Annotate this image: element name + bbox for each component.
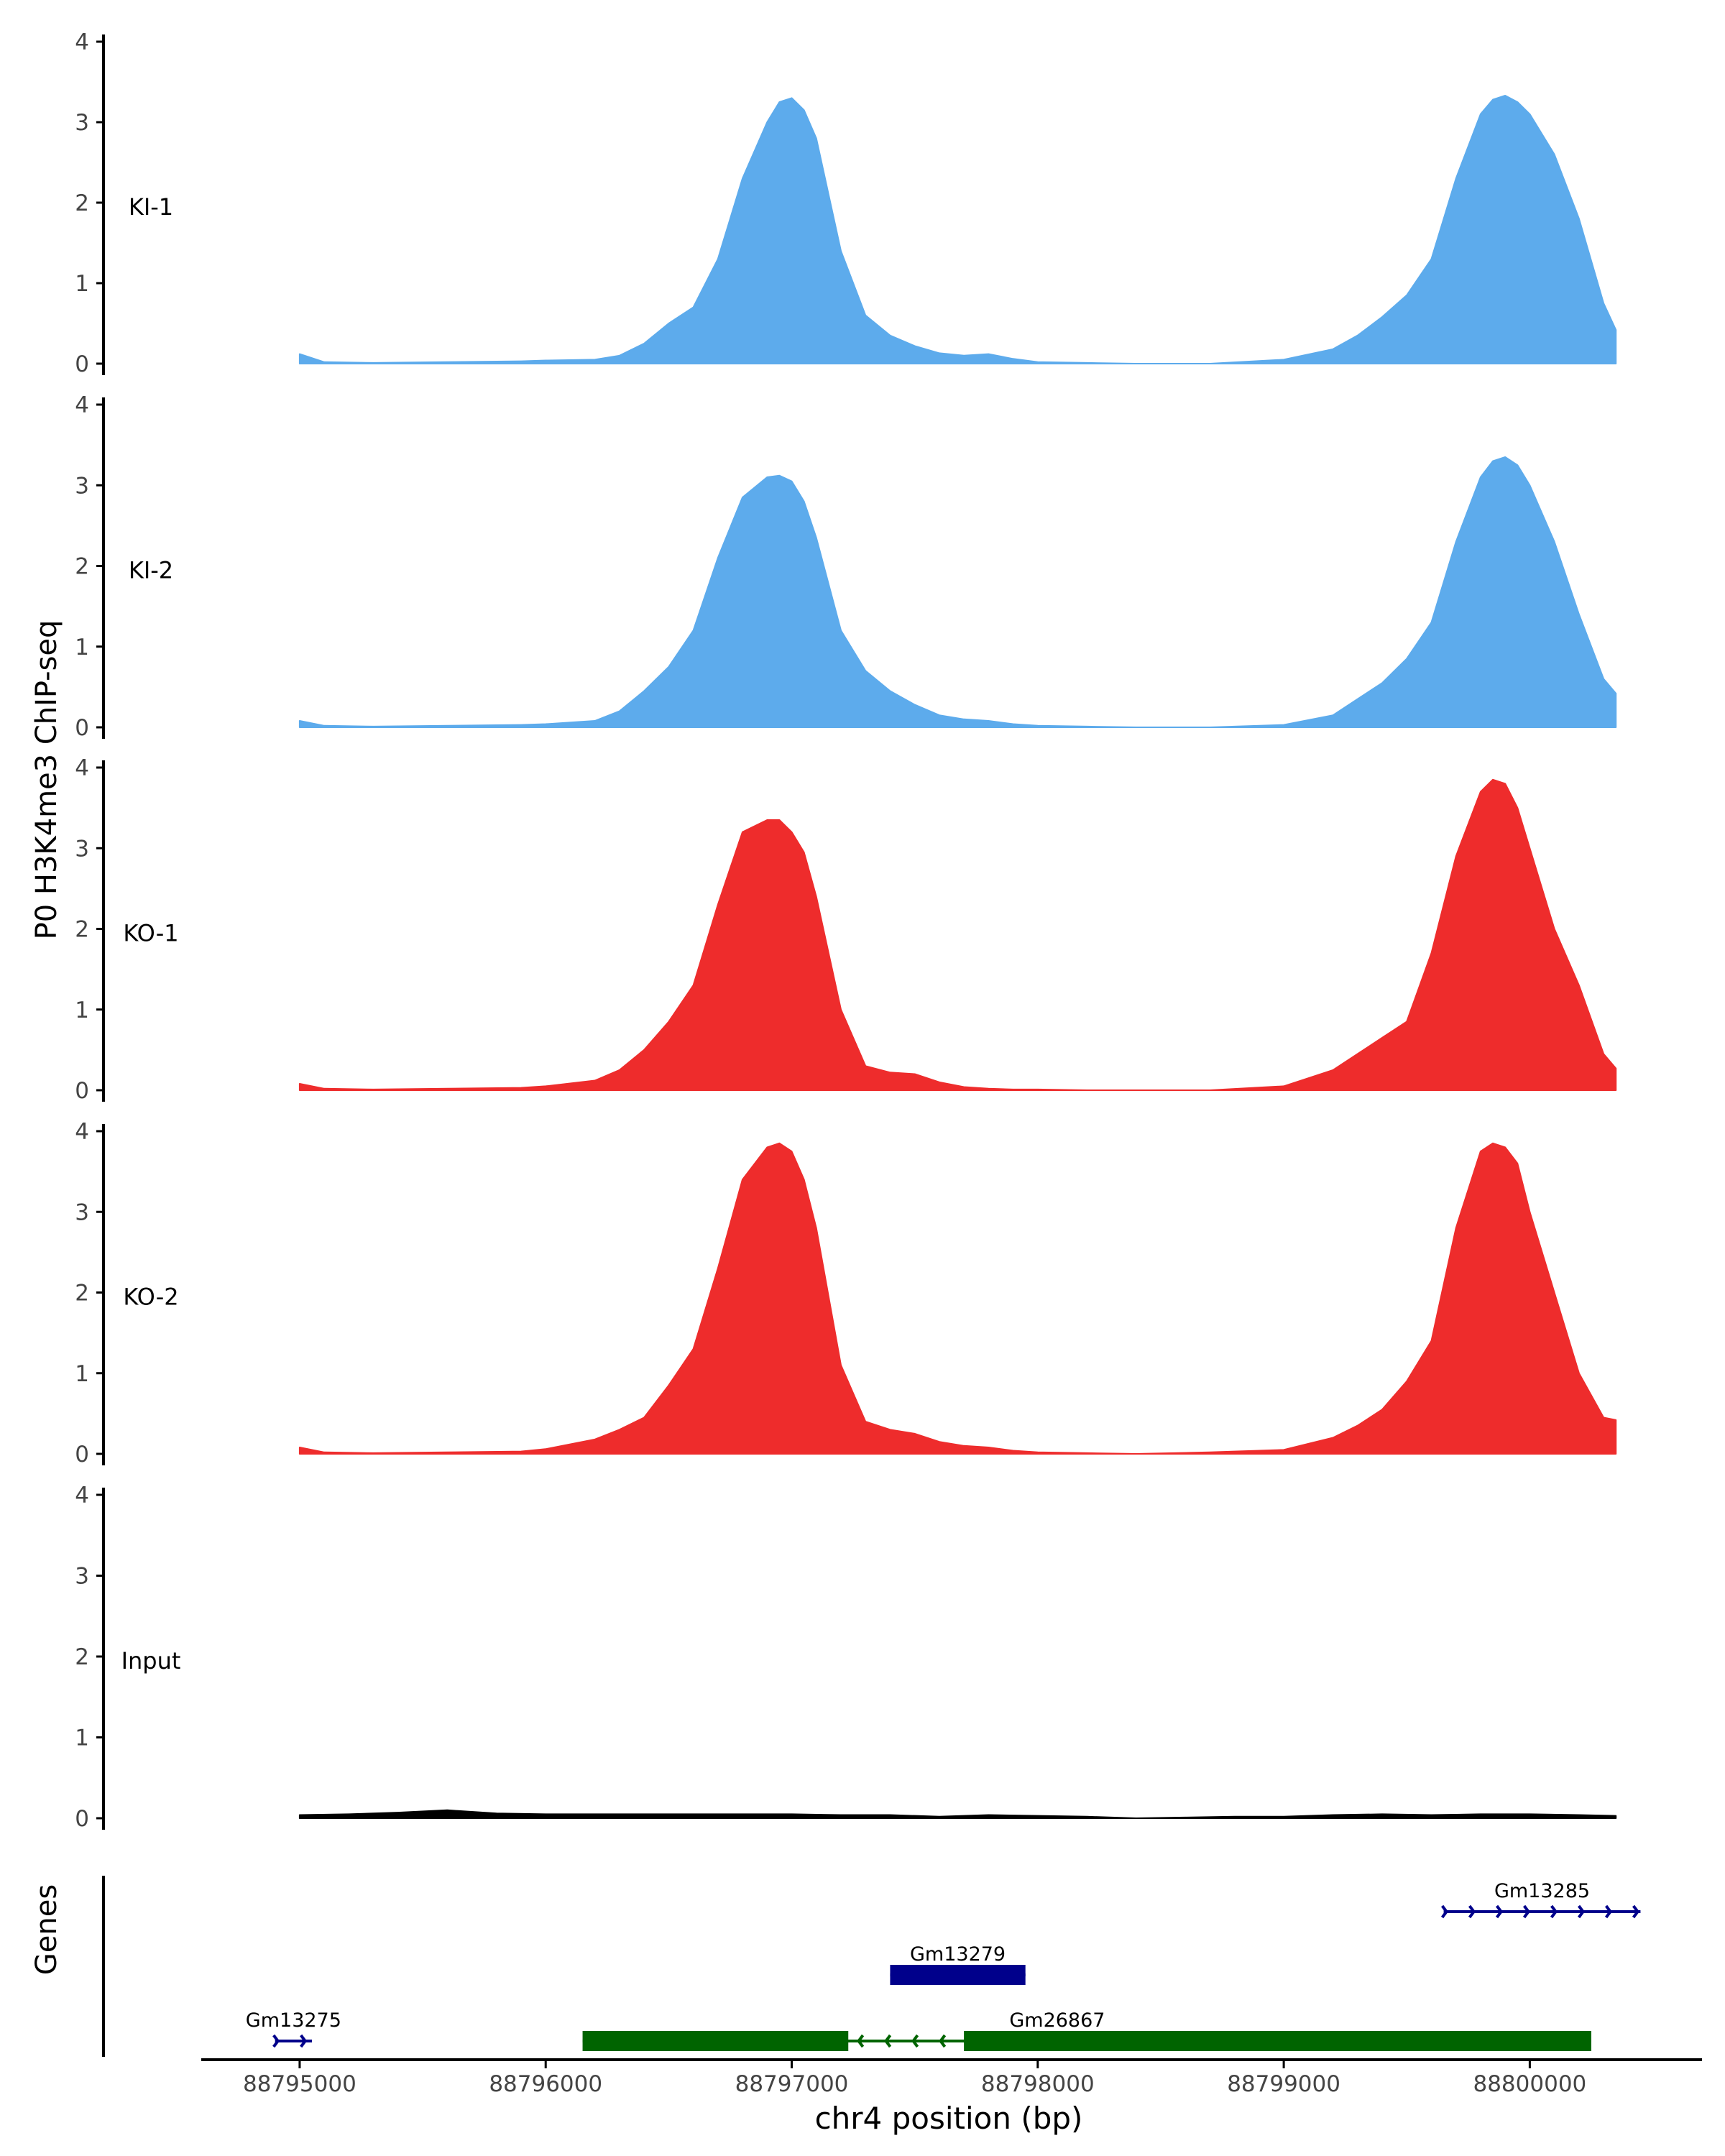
y-tick-label: 2 [75, 554, 89, 580]
signal-area [298, 456, 1617, 728]
y-tick-label: 4 [75, 755, 89, 781]
gene-gm13285: Gm13285 [1440, 1880, 1641, 1919]
track-label: KO-2 [123, 1284, 178, 1311]
y-tick-label: 4 [75, 392, 89, 418]
genes-panel: Gm13285 Gm13279 Gm13275 Gm26867 [102, 1876, 1641, 2057]
x-axis-title: chr4 position (bp) [815, 2101, 1083, 2136]
y-tick-label: 3 [75, 110, 89, 136]
y-tick-label: 3 [75, 836, 89, 862]
y-tick-label: 4 [75, 29, 89, 55]
y-tick-label: 1 [75, 635, 89, 660]
gene-exon [964, 2031, 1591, 2051]
x-axis: 88795000 88796000 88797000 88798000 88799000… [201, 2058, 1702, 2097]
x-tick-label: 88799000 [1227, 2071, 1340, 2097]
x-tick-label: 88796000 [489, 2071, 602, 2097]
gene-label: Gm13279 [910, 1943, 1006, 1966]
strand-arrow [1495, 1904, 1504, 1919]
y-axis-title: P0 H3K4me3 ChIP-seq [30, 620, 63, 940]
strand-arrow [1577, 1904, 1586, 1919]
strand-arrow [911, 2034, 919, 2048]
y-tick-label: 0 [75, 1806, 89, 1832]
x-tick-label: 88795000 [243, 2071, 356, 2097]
y-tick-label: 4 [75, 1119, 89, 1145]
x-tick-label: 88797000 [735, 2071, 849, 2097]
gene-gm13279: Gm13279 [890, 1943, 1026, 1985]
strand-arrow [939, 2034, 947, 2048]
y-tick-label: 2 [75, 190, 89, 216]
track-label: KI-1 [129, 193, 173, 221]
signal-area [298, 1142, 1617, 1455]
y-tick-label: 1 [75, 271, 89, 297]
signal-area [298, 1809, 1617, 1819]
strand-arrow [1604, 1904, 1613, 1919]
y-tick-label: 4 [75, 1483, 89, 1508]
gene-gm26867: Gm26867 [582, 2009, 1591, 2051]
strand-arrow [272, 2034, 280, 2048]
track-label: Input [121, 1647, 181, 1674]
gene-label: Gm13285 [1494, 1880, 1590, 1902]
track-label: KO-1 [123, 920, 178, 947]
track-label: KI-2 [129, 557, 173, 584]
gene-label: Gm26867 [1009, 2009, 1105, 2032]
strand-arrow [1440, 1904, 1449, 1919]
track-ki-2: 0 1 2 3 4 KI-2 [75, 392, 1617, 741]
strand-arrow [1632, 1904, 1640, 1919]
strand-arrow [857, 2034, 865, 2048]
x-tick-label: 88800000 [1473, 2071, 1586, 2097]
track-ki-1: 0 1 2 3 4 KI-1 [75, 29, 1617, 377]
y-tick-label: 0 [75, 351, 89, 377]
y-tick-label: 1 [75, 1726, 89, 1751]
strand-arrow [1468, 1904, 1476, 1919]
y-tick-label: 0 [75, 1442, 89, 1468]
track-input: 0 1 2 3 4 Input [75, 1483, 1617, 1832]
genes-axis-title: Genes [30, 1884, 63, 1975]
y-tick-label: 0 [75, 1078, 89, 1104]
y-tick-label: 2 [75, 917, 89, 943]
y-tick-label: 1 [75, 998, 89, 1023]
y-tick-label: 3 [75, 1564, 89, 1590]
gene-gm13275: Gm13275 [246, 2009, 341, 2048]
y-tick-label: 1 [75, 1361, 89, 1387]
y-tick-label: 0 [75, 715, 89, 741]
strand-arrow [1522, 1904, 1531, 1919]
gene-exon [890, 1965, 1026, 1985]
signal-area [298, 95, 1617, 364]
track-ko-2: 0 1 2 3 4 KO-2 [75, 1119, 1617, 1468]
y-tick-label: 3 [75, 1199, 89, 1225]
x-tick-label: 88798000 [981, 2071, 1095, 2097]
signal-area [298, 778, 1617, 1091]
gene-exon [582, 2031, 849, 2051]
track-ko-1: 0 1 2 3 4 KO-1 [75, 755, 1617, 1104]
y-tick-label: 2 [75, 1644, 89, 1670]
gene-label: Gm13275 [246, 2009, 341, 2032]
tracks-layer: 0 1 2 3 4 KI-1 0 1 2 3 4 KI-2 0 1 2 3 4 KO-1 0 1 2 3 4 KO-2 0 1 2 3… [75, 29, 1617, 1832]
strand-arrow [1550, 1904, 1558, 1919]
y-tick-label: 2 [75, 1281, 89, 1307]
strand-arrow [884, 2034, 892, 2048]
strand-arrow [300, 2034, 308, 2048]
y-tick-label: 3 [75, 473, 89, 499]
